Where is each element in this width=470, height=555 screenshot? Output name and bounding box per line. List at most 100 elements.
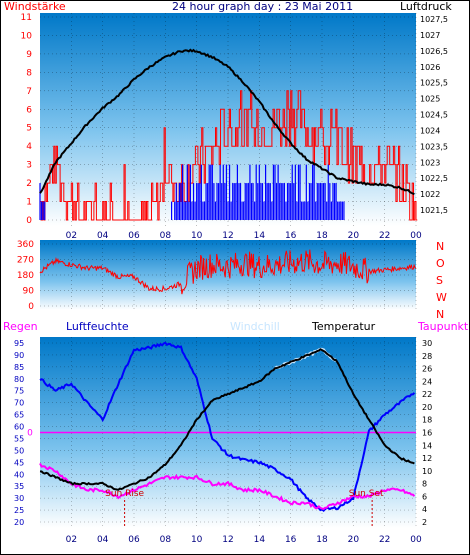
y-right-tick-label: 6: [422, 492, 427, 501]
y-left-tick-label: 0: [28, 302, 34, 312]
rain-value-label: 0: [27, 429, 33, 439]
y-right-tick-label: 10: [422, 467, 432, 476]
title-windstaerke: Windstärke: [4, 0, 66, 13]
y-left-tick-label: 5: [26, 124, 32, 134]
pressure-line: [39, 48, 415, 196]
x-tick-label: 12: [222, 535, 233, 545]
y-left-tick-label: 95: [14, 339, 24, 348]
y-left-tick-label: 360: [17, 240, 34, 250]
compass-label: W: [436, 291, 447, 304]
humidity-temp-ticks: 2025303540455055606570758085909524681012…: [14, 339, 432, 545]
y-right-tick-label: 1025,5: [420, 79, 448, 88]
y-left-tick-label: 20: [14, 518, 24, 527]
wind-pressure-ticks: 02 04 06 08 10 12 14 16 18 20 22 000123456789101110…: [21, 13, 448, 241]
y-right-tick-label: 1024,5: [420, 111, 448, 120]
x-tick-label: 02: [66, 231, 77, 241]
y-right-tick-label: 20: [422, 403, 432, 412]
x-tick-label: 08: [160, 535, 172, 545]
y-right-tick-label: 2: [422, 518, 427, 527]
sun-rise-label: Sun Rise: [105, 489, 144, 499]
wind-speed-line: [40, 90, 418, 221]
x-tick-label: 10: [191, 231, 203, 241]
y-right-tick-label: 1025: [420, 95, 440, 104]
sun-set-label: Sun Set: [349, 489, 384, 499]
y-left-tick-label: 45: [14, 458, 24, 467]
x-tick-label: 14: [254, 535, 266, 545]
y-left-tick-label: 55: [14, 434, 24, 443]
wind-pressure-series: [39, 48, 418, 221]
y-left-tick-label: 25: [14, 506, 24, 515]
y-left-tick-label: 70: [14, 399, 24, 408]
label-temperatur: Temperatur: [311, 320, 376, 333]
y-right-tick-label: 8: [422, 480, 427, 489]
y-left-tick-label: 35: [14, 482, 24, 491]
x-tick-label: 20: [348, 231, 360, 241]
x-tick-label: 00: [410, 535, 422, 545]
y-left-tick-label: 90: [14, 351, 24, 360]
y-right-tick-label: 1027,5: [420, 15, 448, 24]
y-left-tick-label: 0: [26, 216, 32, 226]
y-right-tick-label: 1022: [420, 190, 440, 199]
x-tick-label: 04: [97, 535, 109, 545]
compass-label: O: [436, 257, 445, 270]
wind-direction-series: [39, 249, 417, 295]
wind-direction-grid: [40, 240, 417, 310]
y-left-tick-label: 9: [26, 50, 32, 60]
label-luftfeuchte: Luftfeuchte: [66, 320, 129, 333]
x-tick-label: 10: [191, 535, 203, 545]
y-right-tick-label: 1023,5: [420, 142, 448, 151]
y-right-tick-label: 12: [422, 454, 432, 463]
y-left-tick-label: 3: [26, 161, 32, 171]
y-left-tick-label: 50: [14, 446, 24, 455]
y-left-tick-label: 270: [17, 256, 34, 266]
title-luftdruck: Luftdruck: [400, 0, 452, 13]
y-left-tick-label: 80: [14, 375, 24, 384]
humidity-temp-annotations: Sun Rise Sun Set: [105, 489, 384, 528]
y-left-tick-label: 6: [26, 105, 32, 115]
humidity-line: [39, 341, 416, 513]
y-right-tick-label: 1023: [420, 158, 440, 167]
label-windchill: Windchill: [230, 320, 280, 333]
y-right-tick-label: 1026,5: [420, 47, 448, 56]
y-left-tick-label: 85: [14, 363, 24, 372]
x-tick-label: 06: [128, 535, 140, 545]
y-right-tick-label: 22: [422, 390, 432, 399]
x-tick-label: 18: [316, 231, 328, 241]
y-left-tick-label: 7: [26, 87, 32, 97]
y-left-tick-label: 180: [17, 271, 34, 281]
y-right-tick-label: 28: [422, 352, 432, 361]
y-right-tick-label: 26: [422, 365, 432, 374]
compass-label: N: [436, 240, 444, 253]
y-left-tick-label: 40: [14, 470, 24, 479]
x-tick-label: 14: [254, 231, 266, 241]
x-tick-label: 16: [285, 535, 297, 545]
y-left-tick-label: 65: [14, 411, 24, 420]
y-left-tick-label: 2: [26, 179, 32, 189]
x-tick-label: 18: [316, 535, 328, 545]
y-left-tick-label: 8: [26, 68, 32, 78]
x-tick-label: 04: [97, 231, 109, 241]
y-right-tick-label: 16: [422, 429, 432, 438]
y-right-tick-label: 1021,5: [420, 206, 448, 215]
x-tick-label: 08: [160, 231, 172, 241]
y-left-tick-label: 4: [26, 142, 32, 152]
compass-label: S: [436, 274, 443, 287]
humidity-temp-series: [39, 341, 416, 513]
x-tick-label: 02: [66, 535, 77, 545]
y-right-tick-label: 30: [422, 339, 432, 348]
x-tick-label: 16: [285, 231, 297, 241]
y-left-tick-label: 30: [14, 494, 24, 503]
title-date: 24 hour graph day : 23 Mai 2011: [172, 0, 353, 13]
y-right-tick-label: 1024: [420, 126, 440, 135]
y-left-tick-label: 75: [14, 387, 24, 396]
y-left-tick-label: 90: [23, 287, 35, 297]
y-right-tick-label: 18: [422, 416, 432, 425]
y-left-tick-label: 60: [14, 423, 24, 432]
x-tick-label: 20: [348, 535, 360, 545]
wind-pressure-panel: [40, 13, 416, 226]
humidity-temp-grid: [40, 337, 417, 528]
label-taupunkt: Taupunkt: [417, 320, 469, 333]
x-tick-label: 00: [410, 231, 422, 241]
